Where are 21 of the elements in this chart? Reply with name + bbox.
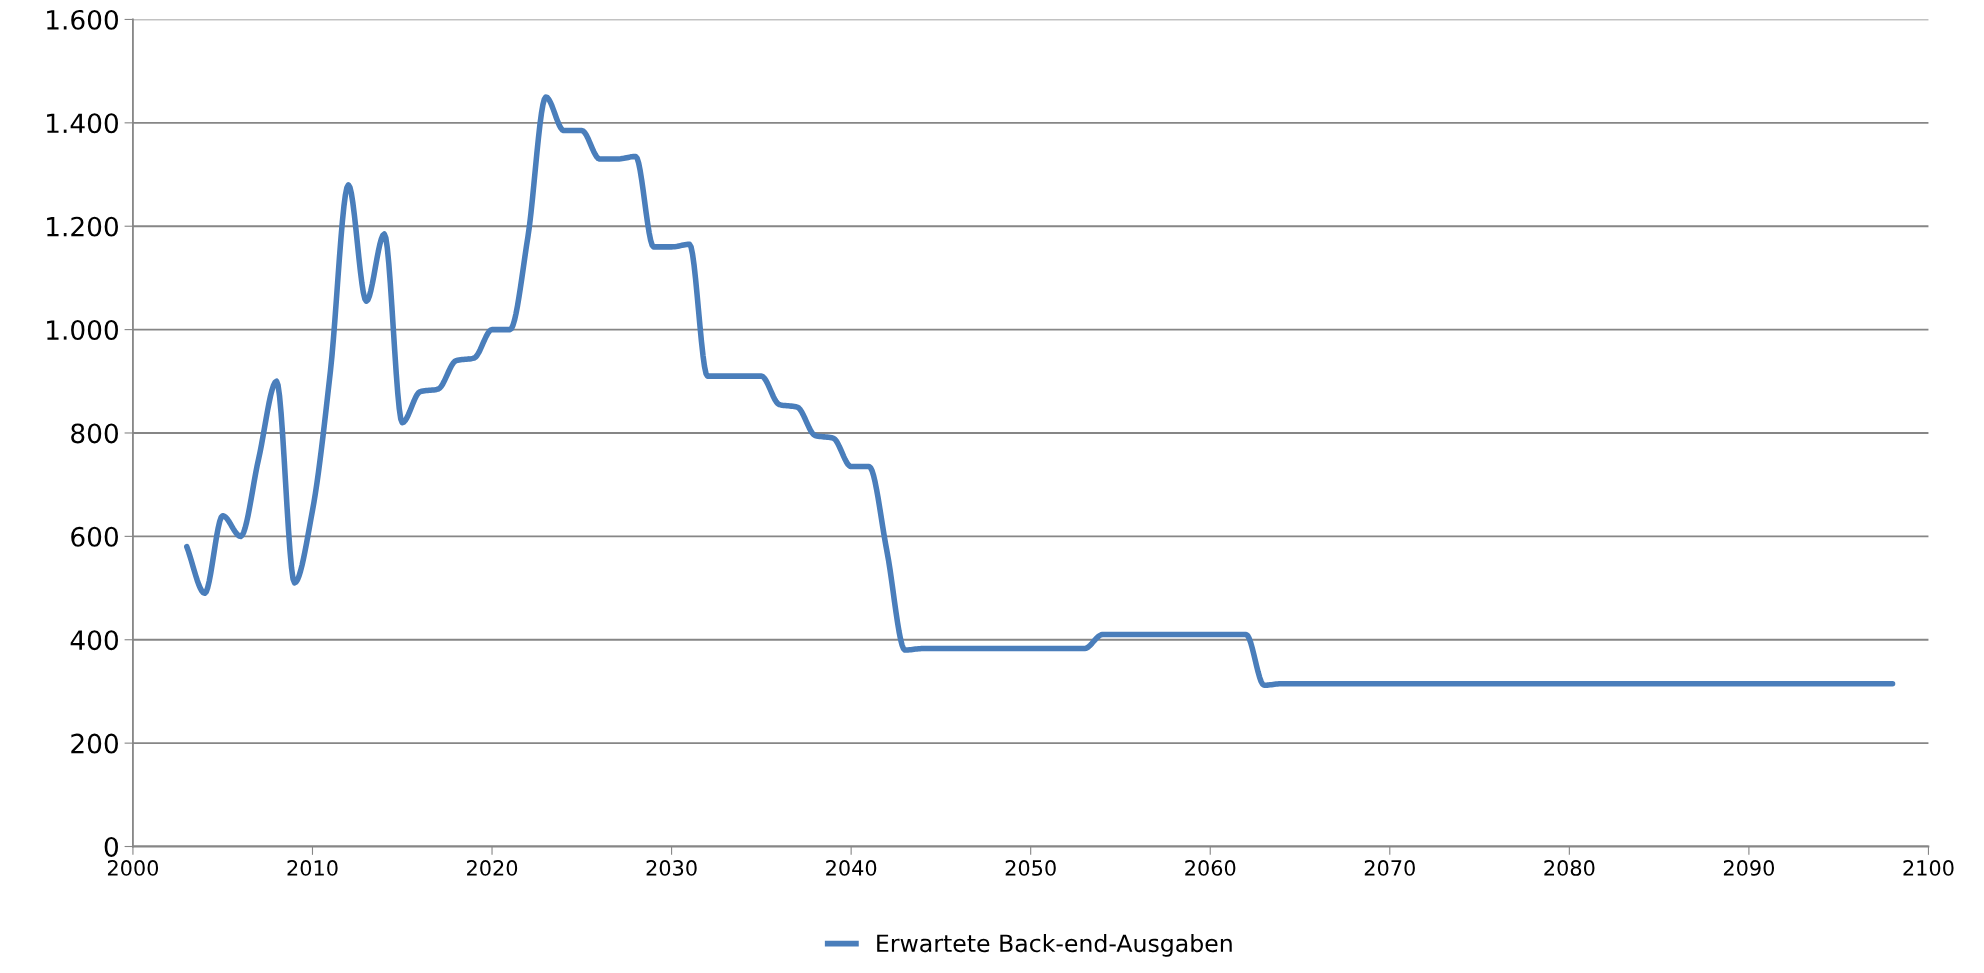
x-tick-label: 2100 [1903, 860, 1954, 876]
x-tick-label: 2010 [287, 860, 338, 876]
x-tick-label: 2050 [1005, 860, 1056, 876]
x-tick-label: 2030 [646, 860, 697, 876]
y-tick-label: 600 [71, 526, 118, 547]
legend-label: Erwartete Back-end-Ausgaben [877, 933, 1232, 957]
y-tick-label: 1.000 [47, 320, 118, 340]
x-tick-label: 2070 [1364, 860, 1415, 876]
y-tick-label: 1.400 [47, 113, 118, 134]
y-tick-label: 400 [70, 630, 118, 651]
x-tick-label: 2020 [467, 860, 518, 876]
x-tick-label: 2080 [1544, 860, 1595, 876]
x-tick-label: 2040 [826, 860, 877, 876]
y-tick-label: 1.200 [47, 216, 118, 237]
x-tick-label: 2090 [1723, 860, 1775, 876]
y-tick-label: 1.600 [47, 9, 118, 30]
x-tick-label: 2060 [1185, 860, 1236, 876]
y-tick-label: 0 [104, 836, 118, 857]
y-tick-label: 800 [71, 423, 118, 444]
y-tick-label: 200 [71, 733, 118, 754]
x-tick-label: 2000 [107, 860, 159, 876]
